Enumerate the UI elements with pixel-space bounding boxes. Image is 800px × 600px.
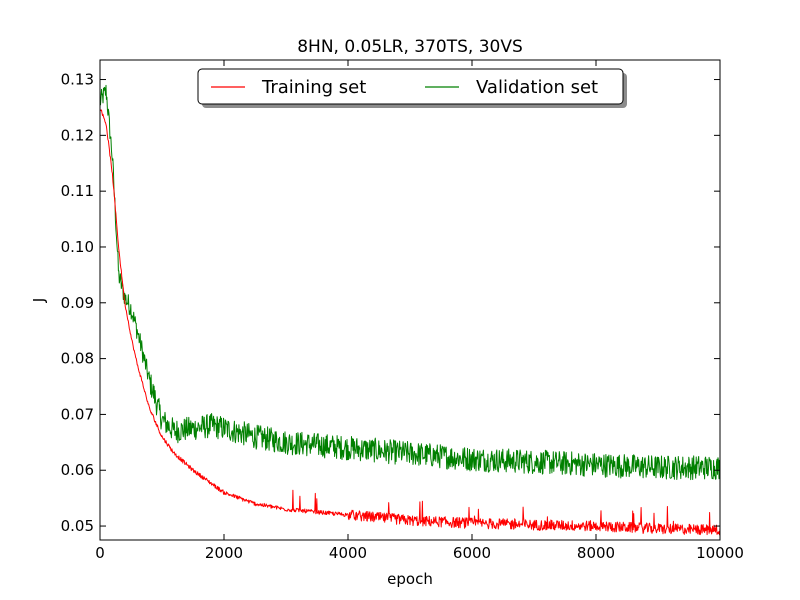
- plot-area: [99, 59, 721, 541]
- legend-label-validation-set: Validation set: [476, 77, 598, 98]
- y-tick-label: 0.13: [61, 71, 94, 89]
- y-tick-label: 0.07: [61, 405, 94, 423]
- chart-title: 8HN, 0.05LR, 370TS, 30VS: [297, 37, 523, 57]
- y-tick-label: 0.12: [61, 126, 94, 144]
- plot-frame: [99, 59, 721, 541]
- y-axis-label: J: [30, 298, 48, 303]
- x-tick-label: 2000: [205, 544, 243, 562]
- y-axis-ticks: 0.05 0.06 0.07 0.08 0.09 0.10 0.11 0.12 0.13: [61, 71, 720, 535]
- x-tick-label: 0: [95, 544, 105, 562]
- x-axis-label: epoch: [387, 570, 433, 588]
- legend-label-training-set: Training set: [261, 77, 366, 98]
- x-tick-label: 8000: [577, 544, 615, 562]
- legend: Training set Validation set: [197, 68, 627, 108]
- y-tick-label: 0.11: [61, 182, 94, 200]
- y-tick-label: 0.08: [61, 350, 94, 368]
- series-layer: [99, 84, 721, 536]
- y-tick-label: 0.06: [61, 461, 94, 479]
- x-tick-label: 4000: [329, 544, 367, 562]
- legend-box: [197, 68, 624, 105]
- y-tick-label: 0.09: [61, 294, 94, 312]
- x-tick-label: 6000: [453, 544, 491, 562]
- series-line-training-set: [99, 108, 721, 536]
- x-tick-label: 10000: [696, 544, 744, 562]
- y-tick-label: 0.10: [61, 238, 94, 256]
- x-axis-ticks: 0 2000 4000 6000 8000 10000: [95, 60, 744, 562]
- series-line-validation-set: [99, 84, 721, 481]
- y-tick-label: 0.05: [61, 517, 94, 535]
